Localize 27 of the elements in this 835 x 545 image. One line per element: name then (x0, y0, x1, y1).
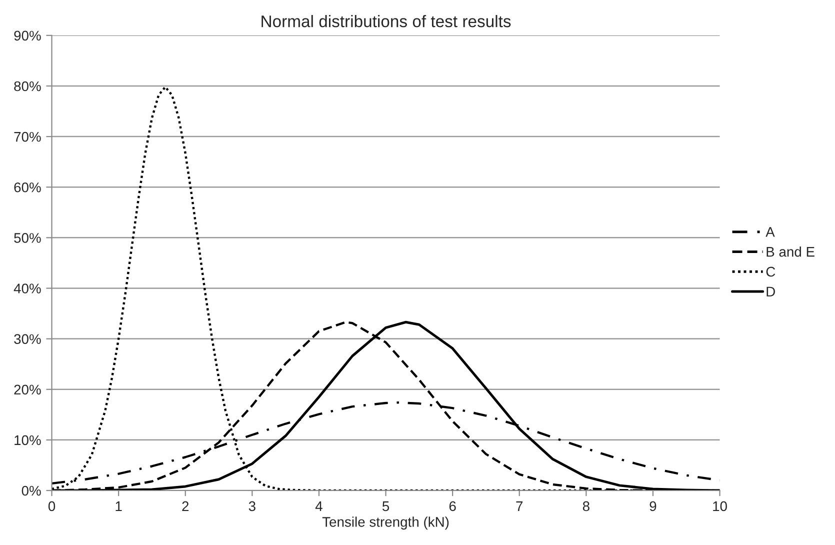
x-tick-label: 3 (248, 501, 256, 512)
x-axis-title: Tensile strength (kN) (322, 516, 449, 530)
x-tick-label: 0 (48, 501, 56, 512)
x-tick-label: 7 (516, 501, 523, 511)
legend-label: D (766, 286, 775, 296)
y-tick-label: 60% (14, 182, 41, 192)
x-tick-label: 2 (182, 501, 189, 511)
x-tick-label: 4 (315, 501, 322, 511)
legend-label: A (766, 227, 775, 237)
x-tick-label: 10 (713, 501, 727, 512)
x-tick-label: 6 (449, 501, 456, 512)
y-tick-label: 10% (14, 435, 41, 446)
y-tick-label: 0% (22, 486, 41, 496)
chart-title: Normal distributions of test results (262, 15, 511, 28)
y-tick-label: 90% (14, 30, 41, 41)
y-tick-label: 50% (14, 233, 41, 243)
y-tick-label: 30% (14, 334, 41, 344)
y-tick-label: 20% (14, 384, 41, 395)
x-tick-label: 5 (382, 501, 390, 512)
legend-label: C (766, 266, 776, 277)
y-tick-label: 40% (14, 284, 41, 294)
legend-label: B and E (766, 246, 814, 257)
y-tick-label: 70% (14, 132, 41, 142)
x-tick-label: 9 (650, 501, 656, 512)
y-tick-label: 80% (14, 81, 41, 92)
x-tick-label: 8 (582, 501, 590, 512)
x-tick-label: 1 (116, 501, 122, 511)
